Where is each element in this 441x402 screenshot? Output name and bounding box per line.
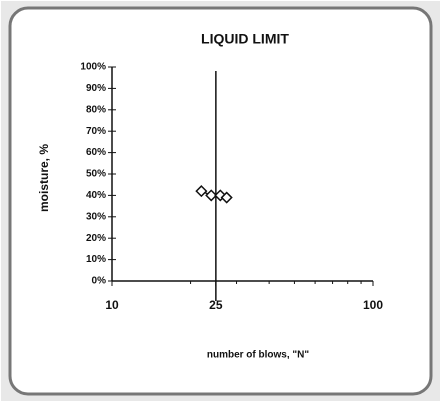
- y-tick-label: 90%: [86, 83, 106, 94]
- chart-title: LIQUID LIMIT: [201, 31, 289, 47]
- y-tick-label: 100%: [80, 62, 106, 73]
- point: [220, 191, 233, 204]
- y-tick-label: 30%: [86, 211, 106, 222]
- x-tick-label: 10: [105, 298, 119, 312]
- y-tick-label: 80%: [86, 104, 106, 115]
- y-tick-label: 50%: [86, 169, 106, 180]
- y-tick-label: 60%: [86, 147, 106, 158]
- point: [195, 185, 208, 198]
- y-tick-label: 40%: [86, 190, 106, 201]
- y-tick-label: 20%: [86, 233, 106, 244]
- x-tick-label: 100: [363, 298, 383, 312]
- y-tick-label: 70%: [86, 126, 106, 137]
- y-tick-label: 0%: [92, 276, 107, 287]
- y-tick-label: 10%: [86, 254, 106, 265]
- x-tick-label: 25: [209, 298, 223, 312]
- y-axis-label: moisture, %: [37, 144, 51, 212]
- point: [205, 189, 218, 202]
- x-axis-label: number of blows, "N": [207, 350, 310, 361]
